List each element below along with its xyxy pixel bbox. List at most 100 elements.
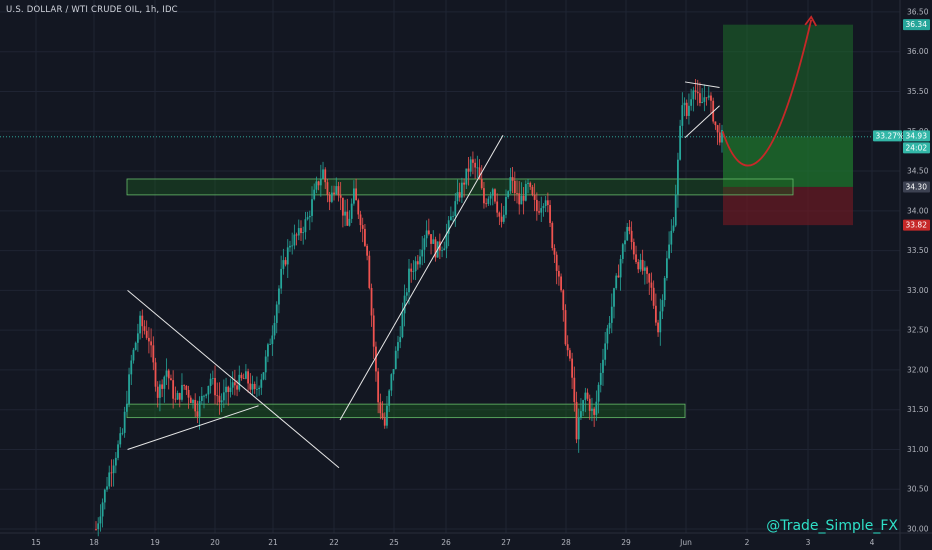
candle xyxy=(555,251,558,285)
candle xyxy=(328,191,331,211)
candle xyxy=(264,350,267,381)
candle xyxy=(189,395,192,403)
candle xyxy=(101,498,104,528)
candle xyxy=(269,338,272,345)
candle-body xyxy=(364,228,366,246)
candle xyxy=(540,196,543,222)
candle-body xyxy=(249,383,252,390)
candle-body xyxy=(313,189,316,200)
y-tick-label: 34.50 xyxy=(907,167,929,176)
candle-body xyxy=(621,244,624,259)
candle-body xyxy=(324,169,327,183)
candle xyxy=(156,381,159,408)
candle-body xyxy=(209,378,212,386)
candle xyxy=(703,84,706,112)
candle-body xyxy=(721,129,723,143)
candle-body xyxy=(328,194,331,202)
candle-body xyxy=(516,193,518,194)
candle xyxy=(383,412,386,429)
candle-body xyxy=(591,408,593,411)
candle-body xyxy=(571,358,574,378)
candle xyxy=(97,517,100,537)
candle-body xyxy=(716,125,719,133)
candle-body xyxy=(375,346,377,372)
candle-body xyxy=(214,378,216,396)
candle-body xyxy=(452,216,454,217)
candle xyxy=(626,222,629,241)
candle-body xyxy=(613,288,615,307)
candle-body xyxy=(632,242,635,255)
candle-body xyxy=(668,244,670,259)
candle xyxy=(613,287,615,319)
candle xyxy=(538,200,540,215)
candle xyxy=(489,191,492,206)
candle xyxy=(716,124,719,145)
candle xyxy=(110,459,113,487)
candle-body xyxy=(240,374,243,378)
candle-body xyxy=(445,233,448,249)
candle-body xyxy=(383,418,386,426)
candle xyxy=(621,242,624,264)
candle xyxy=(432,230,435,245)
candle xyxy=(256,376,258,398)
candle xyxy=(588,394,591,420)
candle xyxy=(297,219,300,241)
candle xyxy=(227,385,230,406)
candle xyxy=(322,161,324,180)
candle xyxy=(665,251,668,281)
candle-body xyxy=(582,400,585,412)
candle-body xyxy=(211,378,214,379)
candle-body xyxy=(366,245,369,256)
candle xyxy=(529,181,532,190)
y-tick-label: 35.50 xyxy=(907,87,929,96)
candle xyxy=(531,185,534,197)
candle-body xyxy=(441,250,443,251)
candle-body xyxy=(388,390,391,406)
candle xyxy=(699,82,701,107)
candle-body xyxy=(663,278,666,301)
candle xyxy=(112,459,115,487)
candle xyxy=(434,236,437,262)
candle-body xyxy=(626,226,629,241)
candle xyxy=(566,335,569,357)
candle xyxy=(527,178,529,194)
candle xyxy=(247,368,249,393)
candle-body xyxy=(117,444,119,458)
candle xyxy=(639,253,642,272)
candle xyxy=(643,260,646,285)
candle-body xyxy=(454,201,457,217)
candle-body xyxy=(205,394,208,396)
candle-body xyxy=(410,268,413,272)
candle-body xyxy=(575,401,578,440)
candle-body xyxy=(238,374,241,390)
candle-body xyxy=(624,240,626,245)
candle-body xyxy=(192,399,194,403)
candle xyxy=(273,315,276,340)
x-tick-label: 22 xyxy=(329,538,339,547)
candle-body xyxy=(427,230,430,235)
candle-body xyxy=(577,417,580,440)
candle-body xyxy=(703,97,706,102)
candle xyxy=(359,210,362,233)
candle-body xyxy=(368,255,371,288)
candle xyxy=(159,380,161,412)
candle-body xyxy=(630,230,633,243)
candle-body xyxy=(619,258,622,278)
candle-body xyxy=(692,90,695,100)
candle xyxy=(441,246,443,258)
candle-body xyxy=(99,516,102,524)
candle-body xyxy=(507,191,510,197)
candle-body xyxy=(110,472,113,474)
candle xyxy=(229,378,232,398)
candle xyxy=(518,181,521,215)
candle-body xyxy=(97,523,100,530)
candle xyxy=(410,263,413,283)
candle xyxy=(267,342,269,363)
candle-body xyxy=(103,489,106,503)
candle xyxy=(231,371,234,395)
candle xyxy=(106,477,108,492)
candle-body xyxy=(379,402,382,414)
candle-body xyxy=(183,385,186,386)
